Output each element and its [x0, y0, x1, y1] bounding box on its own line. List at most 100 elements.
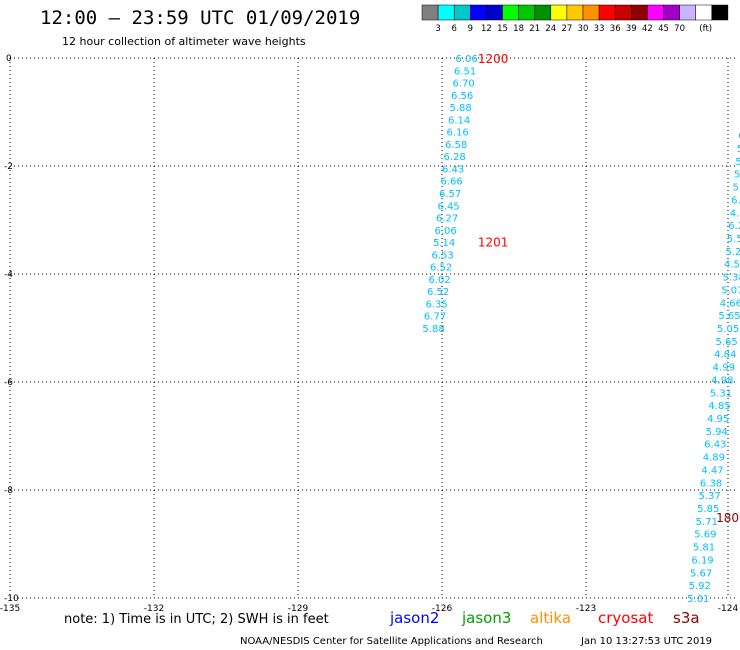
legend-swatch	[453, 4, 471, 21]
x-tick-label: -129	[288, 604, 309, 614]
legend-swatch	[502, 4, 519, 21]
legend-swatch	[695, 4, 713, 21]
wave-height-value: 6.43	[442, 164, 464, 175]
wave-height-value: 6.19	[691, 555, 713, 566]
legend-swatch	[647, 4, 664, 21]
wave-height-value: 5.92	[689, 581, 711, 592]
legend-swatch	[679, 4, 696, 21]
time-label: 1806	[716, 511, 740, 525]
y-tick-label: 0	[6, 54, 12, 64]
chart-subtitle: 12 hour collection of altimeter wave hei…	[62, 35, 306, 48]
legend-label: 21	[529, 24, 540, 34]
wave-height-value: 6.06	[456, 54, 478, 65]
x-tick-label: -132	[144, 604, 164, 614]
wave-height-value: 5.38	[723, 273, 740, 284]
wave-height-value: 6.70	[453, 79, 475, 90]
wave-height-value: 6.28	[443, 152, 465, 163]
satellite-label-s3a: s3a	[673, 609, 700, 627]
wave-height-value: 5.65	[718, 311, 740, 322]
legend-swatch	[470, 4, 487, 21]
y-tick-label: -2	[4, 162, 13, 172]
satellite-label-altika: altika	[530, 609, 572, 627]
y-tick-label: -10	[4, 594, 19, 604]
legend-label: (ft)	[699, 24, 712, 34]
legend-swatch	[711, 4, 729, 21]
track-1200: 6.066.516.706.565.886.146.166.586.286.43…	[422, 52, 508, 335]
map-grid	[9, 57, 738, 599]
legend-swatch	[486, 4, 503, 21]
wave-height-value: 6.06	[434, 226, 456, 237]
satellite-label-jason2: jason2	[390, 609, 440, 627]
wave-height-value: 4.47	[701, 465, 723, 476]
wave-height-value: 6.14	[448, 115, 470, 126]
wave-height-value: 6.56	[451, 91, 473, 102]
wave-height-value: 5.81	[693, 543, 715, 554]
x-tick-label: -124	[718, 604, 739, 614]
legend-label: 24	[545, 24, 556, 34]
wave-height-value: 4.89	[703, 453, 725, 464]
wave-height-value: 6.77	[424, 312, 446, 323]
legend-swatch	[518, 4, 535, 21]
wave-height-value: 6.43	[704, 440, 726, 451]
time-label: 1200	[478, 52, 509, 66]
wave-height-value: 6.58	[445, 140, 467, 151]
wave-height-tracks: 6.066.516.706.565.886.146.166.586.286.43…	[422, 52, 740, 605]
legend-label: 27	[561, 24, 572, 34]
legend-swatch	[437, 4, 455, 21]
wave-height-value: 5.69	[694, 530, 716, 541]
wave-height-value: 4.84	[714, 350, 736, 361]
wave-height-value: 6.18	[738, 131, 740, 142]
wave-height-value: 4.98	[711, 375, 733, 386]
legend-label: 3	[435, 24, 440, 34]
legend-label: 30	[578, 24, 589, 34]
legend-swatch	[663, 4, 680, 21]
wave-height-value: 4.95	[707, 414, 729, 425]
legend-swatch	[421, 4, 439, 21]
footnote: note: 1) Time is in UTC; 2) SWH is in fe…	[64, 612, 329, 627]
wave-height-value: 6.66	[440, 177, 462, 188]
wave-height-value: 5.64	[737, 144, 740, 155]
y-tick-label: -4	[4, 270, 13, 280]
wave-height-value: 5.65	[716, 337, 738, 348]
wave-height-value: 6.53	[431, 250, 453, 261]
wave-height-value: 5.67	[690, 568, 712, 579]
wave-height-value: 6.35	[425, 299, 447, 310]
satellite-label-cryosat: cryosat	[598, 609, 654, 627]
wave-height-value: 5.71	[696, 517, 718, 528]
wave-height-value: 5.85	[697, 504, 719, 515]
legend-swatch	[614, 4, 632, 21]
chart-title: 12:00 – 23:59 UTC 01/09/2019	[40, 7, 361, 29]
axis-ticks: -135 -132 -129 -126 -123 -124 0 -2 -4 -6 -8 -10	[0, 54, 738, 614]
y-tick-label: -6	[4, 378, 13, 388]
time-label: 1201	[478, 236, 509, 250]
wave-height-value: 6.16	[446, 128, 468, 139]
satellite-label-jason3: jason3	[462, 609, 512, 627]
wave-height-value: 5.59	[727, 234, 740, 245]
wave-height-value: 5.94	[706, 427, 728, 438]
legend-label: 70	[674, 24, 685, 34]
wave-height-value: 5.05	[717, 324, 739, 335]
wave-height-value: 5.24	[734, 170, 740, 181]
legend-swatch	[598, 4, 616, 21]
legend-label: 42	[642, 24, 653, 34]
track-1805: 5.544.915.975.506.126.576.185.645.625.24…	[687, 118, 740, 605]
wave-height-value: 6.57	[439, 189, 461, 200]
wave-height-value: 6.51	[454, 66, 476, 77]
wave-height-value: 5.88	[450, 103, 472, 114]
wave-height-value: 4.66	[720, 298, 740, 309]
wave-height-value: 5.01	[687, 594, 709, 605]
legend-label: 9	[468, 24, 473, 34]
wave-height-value: 5.14	[433, 238, 455, 249]
wave-height-value: 6.52	[430, 263, 452, 274]
wave-height-value: 5.07	[721, 285, 740, 296]
wave-height-value: 5.88	[422, 324, 444, 335]
wave-height-value: 5.52	[733, 183, 740, 194]
wave-height-value: 6.38	[700, 478, 722, 489]
legend-label: 6	[451, 24, 456, 34]
wave-height-value: 4.85	[708, 401, 730, 412]
wave-height-value: 5.62	[735, 157, 740, 168]
x-tick-label: -123	[576, 604, 596, 614]
color-legend: 3 6 9 12 15 18 21 24 27 30 33 36 39 42 45 70 (ft)	[421, 4, 729, 34]
legend-label: 12	[481, 24, 492, 34]
